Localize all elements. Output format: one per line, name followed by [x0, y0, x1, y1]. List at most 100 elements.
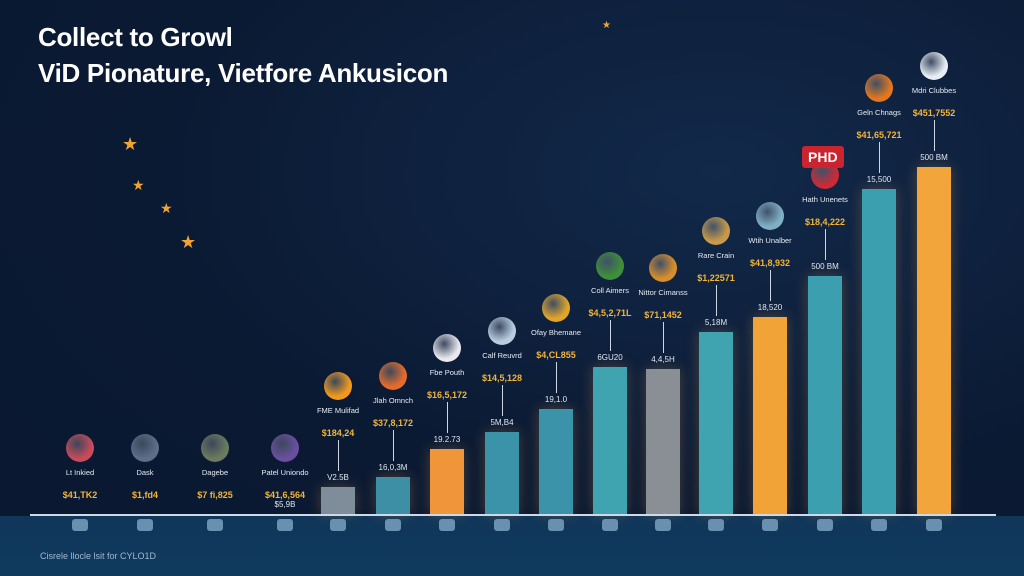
- star-icon: ★: [122, 134, 139, 154]
- bar: [646, 369, 680, 514]
- item-icon: [649, 254, 677, 282]
- item-icon: [271, 434, 299, 462]
- item-value: $37,8,172: [372, 418, 414, 428]
- item-icon: [131, 434, 159, 462]
- item-icon: [66, 434, 94, 462]
- star-icon: ★: [132, 177, 145, 193]
- star-icon: ★: [180, 232, 197, 252]
- item-icon: [433, 334, 461, 362]
- bar: [430, 449, 464, 514]
- base-icon: [708, 519, 724, 531]
- bar: [376, 477, 410, 514]
- item-value: $14,5,128: [481, 373, 523, 383]
- item-value: $41,8,932: [749, 258, 791, 268]
- bar: [539, 409, 573, 514]
- item-value: $4,CL855: [536, 350, 576, 360]
- item-value: $184,24: [321, 428, 355, 438]
- item-value: $41,TK2: [62, 490, 98, 500]
- leader-line: [663, 322, 664, 353]
- floor-reflection: [0, 516, 1024, 576]
- base-icon: [494, 519, 510, 531]
- bar-value-label: 15,500: [866, 175, 892, 184]
- footnote: Cisrele llocle lsit for CYLO1D: [40, 551, 157, 561]
- item-name: Hath Unenets: [802, 195, 848, 204]
- item-name: Ofay Bhemane: [530, 328, 582, 337]
- bar-value-label: 500 BM: [920, 153, 948, 162]
- item-value: $41,6,564: [264, 490, 306, 500]
- item-name: Patel Uniondo: [261, 468, 309, 477]
- bar: [808, 276, 842, 514]
- item-name: Jlah Omnch: [372, 396, 414, 405]
- item-name: Rare Crain: [697, 251, 735, 260]
- leader-line: [610, 320, 611, 351]
- item-icon: [596, 252, 624, 280]
- item-value: $1,fd4: [131, 490, 158, 500]
- item-name: Geln Chnags: [857, 108, 901, 117]
- base-icon: [926, 519, 942, 531]
- item-name: Mdri Clubbes: [911, 86, 957, 95]
- star-icon: ★: [160, 200, 173, 216]
- leader-line: [447, 402, 448, 433]
- item-name: Dask: [136, 468, 154, 477]
- item-value: $16,5,172: [426, 390, 468, 400]
- item-icon: [702, 217, 730, 245]
- bar-value-label: 500 BM: [811, 262, 839, 271]
- bar-value-label: V2.5B: [327, 473, 349, 482]
- bar-value-label: 19.2.73: [433, 435, 461, 444]
- bar: [699, 332, 733, 514]
- bar-value-label: 18,520: [757, 303, 783, 312]
- item-value: $4,5,2,71L: [588, 308, 632, 318]
- bar-value-label: 5,18M: [704, 318, 728, 327]
- item-name: Nittor Cimanss: [638, 288, 688, 297]
- bar: [485, 432, 519, 514]
- item-name: Calf Reuvrd: [482, 351, 522, 360]
- leader-line: [716, 285, 717, 316]
- leader-line: [770, 270, 771, 301]
- item-value: $451,7552: [912, 108, 956, 118]
- leader-line: [338, 440, 339, 471]
- bar: [593, 367, 627, 514]
- item-value: $41,65,721: [856, 130, 902, 140]
- base-icon: [871, 519, 887, 531]
- bar: [862, 189, 896, 514]
- base-icon: [602, 519, 618, 531]
- item-icon: [920, 52, 948, 80]
- base-icon: [385, 519, 401, 531]
- bar-value-label: $5,9B: [274, 500, 296, 509]
- item-value: $1,22571: [697, 273, 735, 283]
- item-icon: [324, 372, 352, 400]
- item-name: Dagebe: [201, 468, 229, 477]
- bar-value-label: 6GU20: [597, 353, 623, 362]
- leader-line: [934, 120, 935, 151]
- base-icon: [207, 519, 223, 531]
- item-icon: [201, 434, 229, 462]
- item-icon: [865, 74, 893, 102]
- bar-value-label: 19,1.0: [544, 395, 568, 404]
- base-icon: [277, 519, 293, 531]
- item-icon: [379, 362, 407, 390]
- base-icon: [655, 519, 671, 531]
- item-name: Wtih Unalber: [748, 236, 792, 245]
- base-icon: [817, 519, 833, 531]
- star-icon: ★: [602, 20, 611, 31]
- item-name: FME Mulifad: [316, 406, 360, 415]
- leader-line: [556, 362, 557, 393]
- item-value: $71,1452: [644, 310, 682, 320]
- item-icon: [756, 202, 784, 230]
- item-value: $18,4,222: [804, 217, 846, 227]
- leader-line: [393, 430, 394, 461]
- bar: [321, 487, 355, 514]
- leader-line: [825, 229, 826, 260]
- logo-badge: PHD: [802, 146, 844, 168]
- base-icon: [548, 519, 564, 531]
- chart-subtitle: ViD Pionature, Vietfore Ankusicon: [38, 58, 449, 88]
- item-name: Fbe Pouth: [429, 368, 465, 377]
- leader-line: [502, 385, 503, 416]
- base-icon: [762, 519, 778, 531]
- item-name: Coll Aimers: [591, 286, 629, 295]
- item-name: Lt Inkied: [65, 468, 95, 477]
- bar-value-label: 16,0,3M: [378, 463, 408, 472]
- bar-value-label: 4,4,5H: [651, 355, 675, 364]
- bar: [917, 167, 951, 514]
- item-icon: [542, 294, 570, 322]
